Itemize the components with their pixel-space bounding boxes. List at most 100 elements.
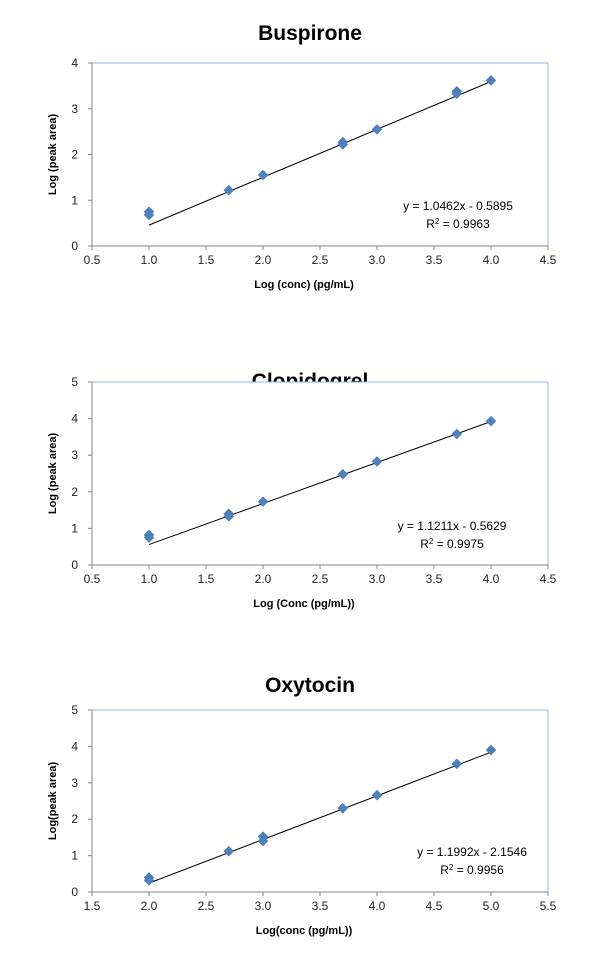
x-tick-label: 4.5 [540, 253, 557, 267]
x-tick-label: 1.5 [198, 572, 215, 586]
r-squared-label: R2 = 0.9975 [420, 537, 484, 552]
y-tick-label: 4 [71, 56, 78, 70]
y-tick-label: 4 [71, 739, 78, 753]
y-tick-label: 3 [71, 102, 78, 116]
x-tick-label: 3.0 [369, 572, 386, 586]
trendline-equation: y = 1.1211x - 0.5629 [398, 519, 507, 533]
x-tick-label: 3.5 [426, 572, 443, 586]
r-squared-value: = 0.9956 [453, 863, 504, 877]
y-tick-label: 1 [71, 849, 78, 863]
x-tick-label: 2.0 [141, 899, 158, 913]
x-tick-label: 5.5 [540, 899, 557, 913]
r-squared-exponent: 2 [435, 217, 440, 226]
x-tick-label: 1.5 [84, 899, 101, 913]
x-tick-label: 3.5 [426, 253, 443, 267]
data-point [371, 456, 383, 467]
chart-title: Oxytocin [265, 674, 355, 697]
trendline [148, 421, 492, 546]
x-tick-label: 0.5 [84, 572, 101, 586]
x-tick-label: 3.5 [312, 899, 329, 913]
x-axis-label: Log (Conc (pg/mL)) [253, 598, 355, 610]
r-squared-exponent: 2 [449, 863, 454, 872]
x-tick-label: 2.0 [255, 572, 272, 586]
x-axis-label: Log (conc) (pg/mL) [254, 279, 354, 291]
y-axis-label: Log (peak area) [47, 114, 59, 196]
data-point [371, 789, 383, 801]
data-point [485, 744, 497, 756]
data-point [257, 835, 269, 847]
y-tick-label: 0 [71, 558, 78, 572]
chart-svg: Clopidogrel0.51.01.52.02.53.03.54.04.501… [47, 370, 557, 610]
plot-area [91, 381, 549, 566]
data-point [143, 209, 155, 221]
x-tick-label: 4.0 [483, 253, 500, 267]
r-squared-symbol: R [420, 537, 429, 551]
y-tick-label: 2 [71, 812, 78, 826]
trendline [148, 81, 492, 226]
x-tick-label: 3.0 [369, 253, 386, 267]
r-squared-value: = 0.9963 [439, 217, 490, 231]
y-tick-label: 2 [71, 148, 78, 162]
data-point [257, 496, 269, 508]
data-point [451, 428, 463, 440]
data-point [337, 139, 349, 150]
data-point [223, 845, 235, 857]
y-tick-label: 1 [71, 193, 78, 207]
x-tick-label: 4.5 [540, 572, 557, 586]
x-tick-label: 2.5 [198, 899, 215, 913]
r-squared-symbol: R [426, 217, 435, 231]
x-tick-label: 3.0 [255, 899, 272, 913]
data-point [223, 510, 235, 522]
trendline [148, 751, 492, 884]
y-tick-label: 3 [71, 448, 78, 462]
x-tick-label: 1.0 [141, 253, 158, 267]
r-squared-label: R2 = 0.9956 [440, 863, 504, 878]
x-tick-label: 2.5 [312, 572, 329, 586]
chart-svg: Buspirone 0.5 1.0 1.5 2.0 2.5 3.0 3.5 4.0 4.5 0 1 2 3… [47, 22, 557, 291]
x-tick-label: 1.0 [141, 572, 158, 586]
y-tick-label: 5 [71, 703, 78, 717]
y-tick-label: 5 [71, 375, 78, 389]
y-axis-label: Log(peak area) [47, 762, 59, 841]
data-point [143, 874, 155, 886]
x-axis-label: Log(conc (pg/mL)) [256, 925, 353, 937]
chart-oxytocin: Oxytocin 1.5 2.0 2.5 3.0 3.5 4.0 4.5 5.0 5.5 0 1 2 3 4… [0, 660, 592, 957]
data-point [223, 184, 235, 196]
r-squared-label: R2 = 0.9963 [426, 217, 490, 232]
data-point [257, 169, 269, 181]
data-point [485, 75, 497, 86]
chart-clopidogrel: Clopidogrel0.51.01.52.02.53.03.54.04.501… [0, 330, 592, 630]
data-point [143, 532, 155, 543]
data-point [485, 415, 497, 427]
r-squared-value: = 0.9975 [433, 537, 484, 551]
y-tick-label: 3 [71, 776, 78, 790]
y-axis-label: Log (peak area) [47, 433, 59, 515]
x-tick-label: 2.5 [312, 253, 329, 267]
x-tick-label: 2.0 [255, 253, 272, 267]
y-tick-label: 0 [71, 885, 78, 899]
chart-svg: Oxytocin 1.5 2.0 2.5 3.0 3.5 4.0 4.5 5.0 5.5 0 1 2 3 4… [47, 674, 557, 937]
data-point [451, 88, 463, 100]
data-point [337, 802, 349, 814]
r-squared-exponent: 2 [429, 537, 434, 546]
x-tick-label: 1.5 [198, 253, 215, 267]
x-tick-label: 4.0 [483, 572, 500, 586]
y-tick-label: 1 [71, 521, 78, 535]
trendline-equation: y = 1.0462x - 0.5895 [403, 199, 513, 213]
x-tick-label: 4.0 [369, 899, 386, 913]
y-tick-label: 4 [71, 412, 78, 426]
trendline-equation: y = 1.1992x - 2.1546 [417, 845, 527, 859]
x-tick-label: 5.0 [483, 899, 500, 913]
x-tick-label: 0.5 [84, 253, 101, 267]
plot-area [91, 62, 549, 247]
data-point [371, 123, 383, 135]
chart-buspirone: Buspirone 0.5 1.0 1.5 2.0 2.5 3.0 3.5 4.0 4.5 0 1 2 3… [0, 0, 592, 310]
r-squared-symbol: R [440, 863, 449, 877]
data-point [337, 468, 349, 480]
plot-area [91, 709, 549, 893]
y-tick-label: 2 [71, 485, 78, 499]
chart-title: Buspirone [258, 22, 362, 45]
x-tick-label: 4.5 [426, 899, 443, 913]
data-point [451, 758, 463, 770]
y-tick-label: 0 [71, 239, 78, 253]
